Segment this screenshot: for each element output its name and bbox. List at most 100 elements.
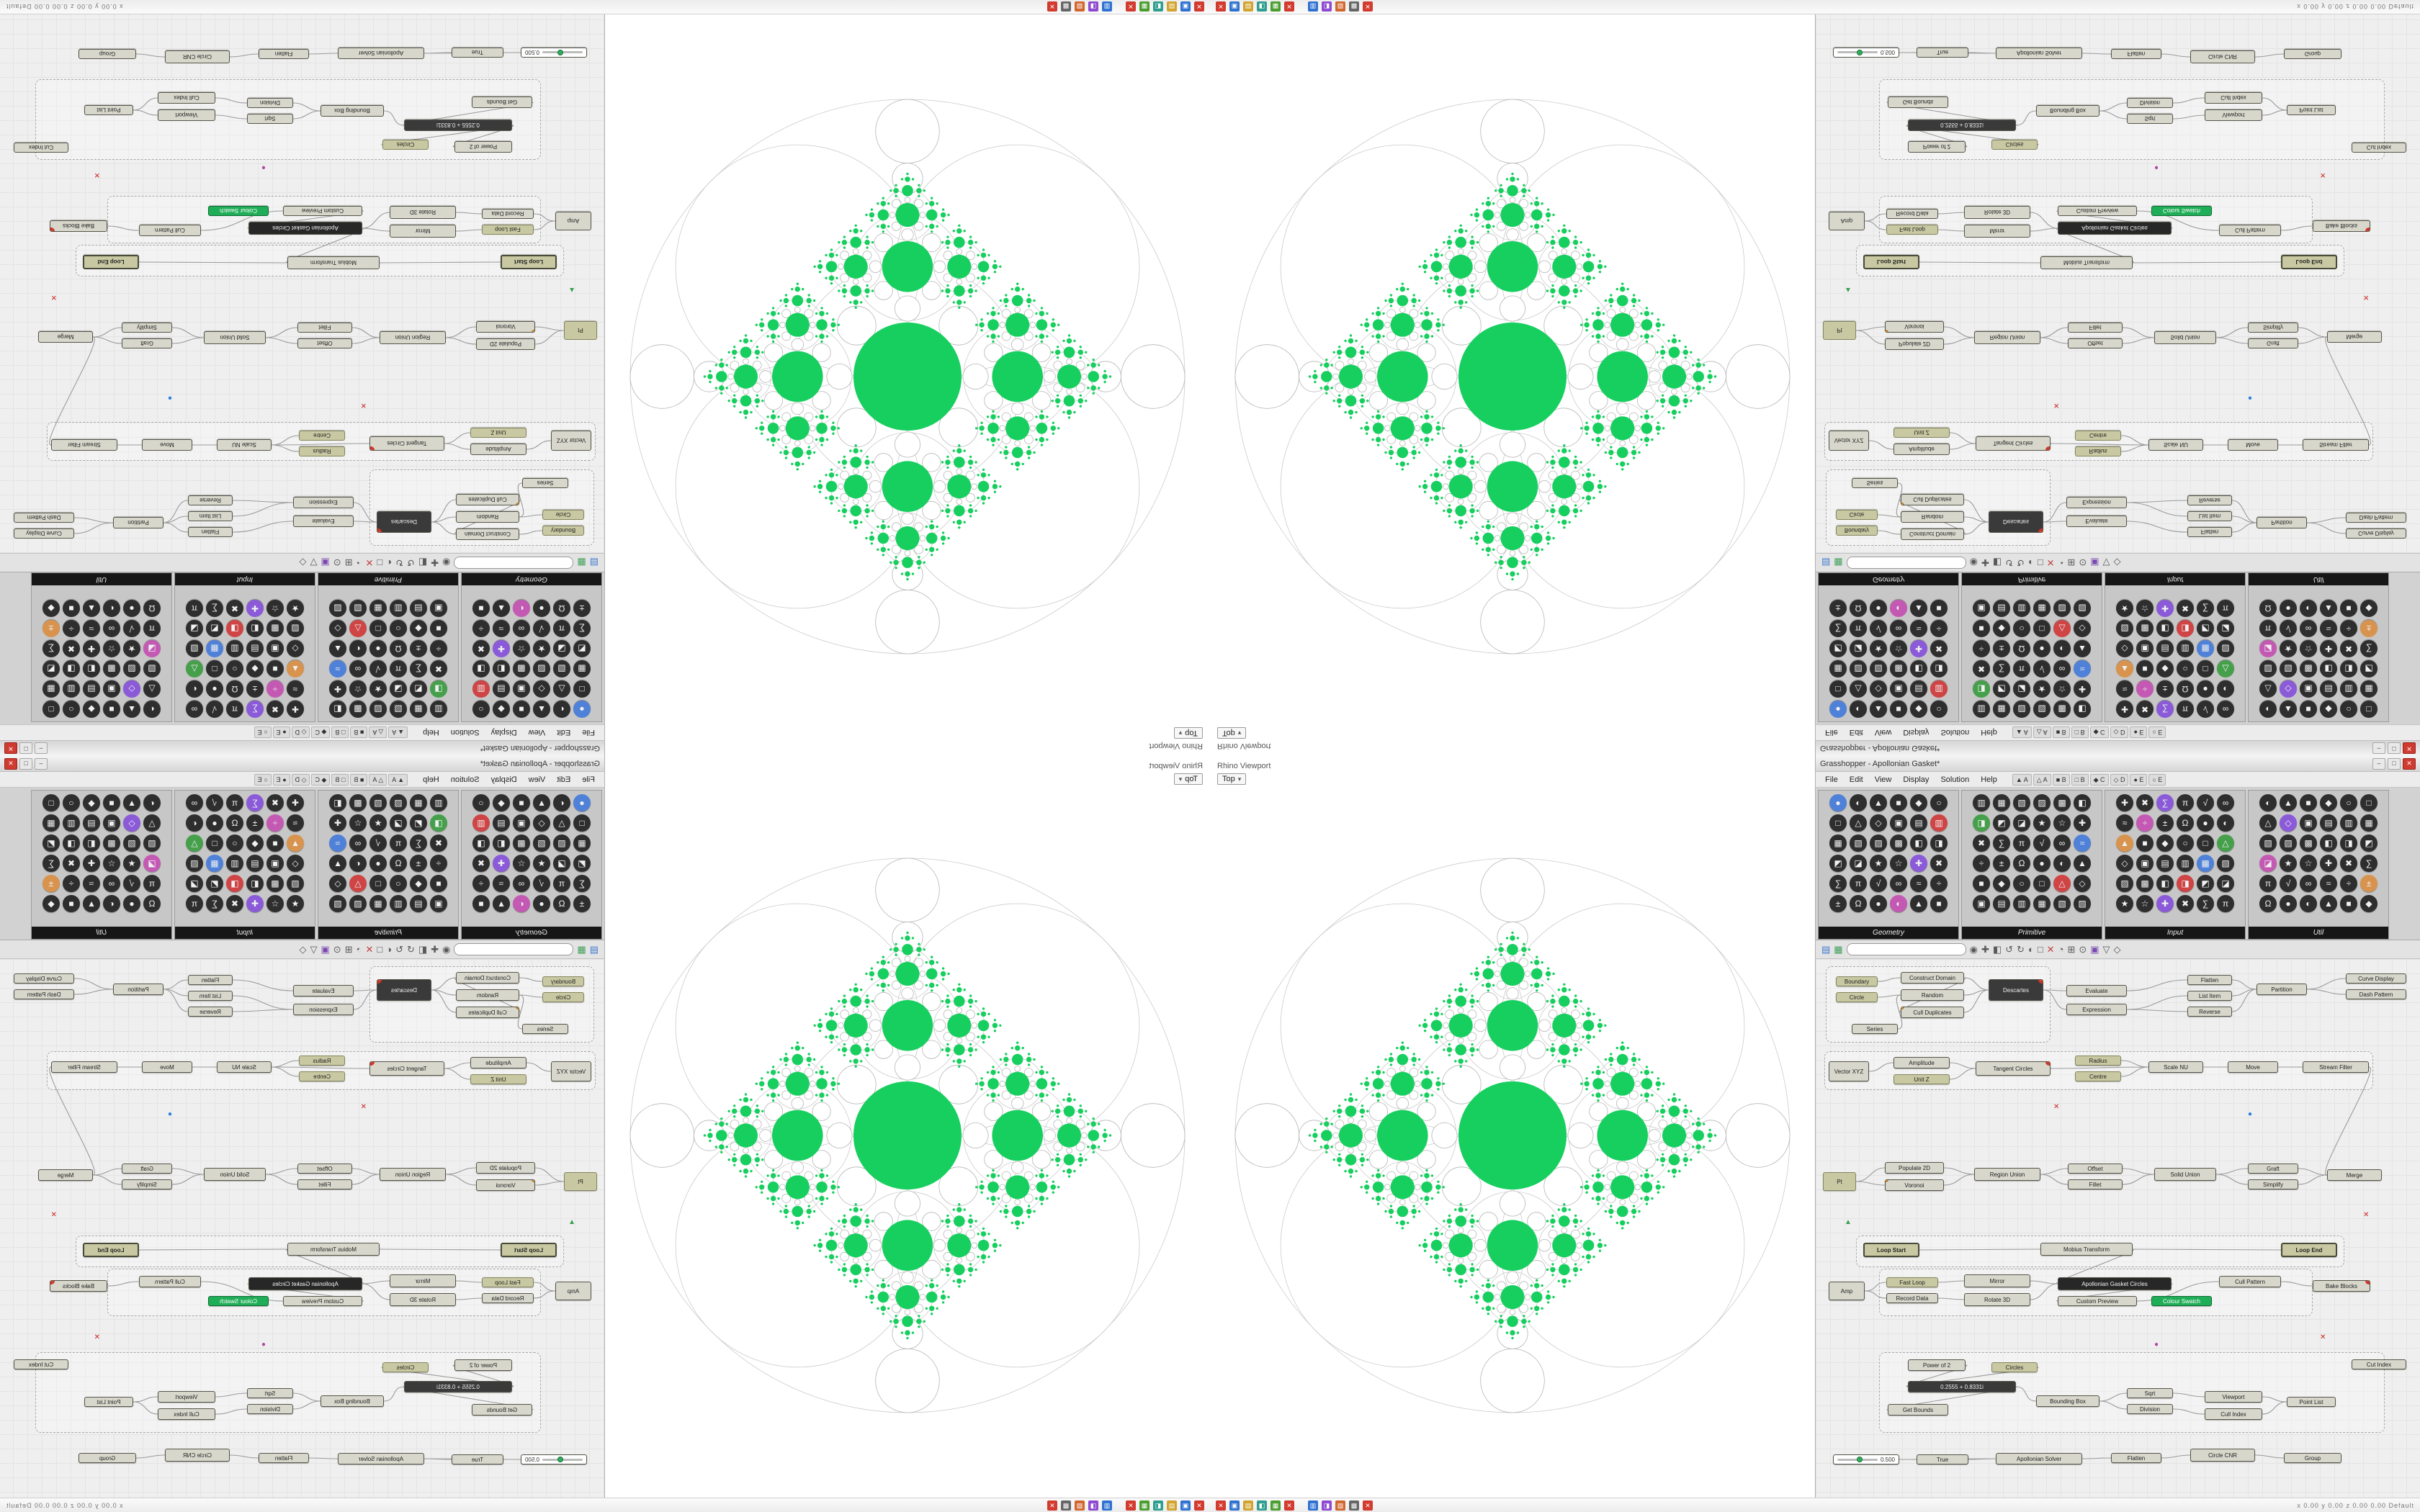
component-icon[interactable]: ○	[2177, 660, 2194, 678]
component-icon[interactable]: ▤	[83, 814, 100, 832]
toolbar-icon[interactable]: ✚	[1981, 943, 1989, 955]
gh-node-unit-z[interactable]: Unit Z	[1894, 428, 1950, 438]
component-icon[interactable]: ▩	[2136, 620, 2154, 637]
toolbar-icon[interactable]: ↻	[2017, 943, 2025, 955]
component-icon[interactable]: ●	[2280, 600, 2297, 617]
gh-node-random[interactable]: Random	[456, 511, 519, 523]
component-icon[interactable]: Ω	[2259, 600, 2277, 617]
gh-node-sqrt[interactable]: Sqrt	[2127, 114, 2173, 124]
gh-node-voronoi[interactable]: Voronoi	[476, 1179, 535, 1191]
gh-node-series[interactable]: Series	[522, 478, 568, 488]
gh-node-power-of-2[interactable]: Power of 2	[454, 1359, 512, 1371]
gh-node-mirror[interactable]: Mirror	[1964, 1274, 2030, 1287]
component-icon[interactable]: Ω	[1850, 600, 1867, 617]
taskbar-app-icon[interactable]: ◧	[1153, 1500, 1163, 1511]
gh-node-graft[interactable]: Graft	[2248, 1164, 2298, 1174]
gh-node-descartes[interactable]: Descartes✕	[377, 511, 431, 533]
toolbar-icon[interactable]: ✕	[2046, 557, 2055, 569]
component-icon[interactable]: Ω	[1850, 895, 1867, 912]
menu-item-display[interactable]: Display	[490, 728, 517, 737]
component-icon[interactable]: ÷	[1930, 620, 1948, 637]
component-icon[interactable]: ◨	[226, 620, 243, 637]
component-icon[interactable]: ▣	[1890, 680, 1907, 698]
toolbar-icon[interactable]: ◧	[1992, 557, 2002, 569]
gh-node-expression[interactable]: Expression	[293, 497, 354, 508]
component-icon[interactable]: ▲	[493, 895, 510, 912]
component-icon[interactable]: ▦	[42, 814, 60, 832]
component-icon[interactable]: □	[369, 875, 387, 892]
component-icon[interactable]: ✖	[226, 895, 243, 912]
component-icon[interactable]: ±	[246, 814, 264, 832]
component-icon[interactable]: π	[2013, 660, 2030, 678]
gh-canvas[interactable]: Boundary Circle Construct Domain Random Cull…	[0, 959, 604, 1498]
gh-node-sqrt[interactable]: Sqrt	[247, 1388, 293, 1398]
component-icon[interactable]: π	[226, 794, 243, 811]
category-tab-b[interactable]: ■ B	[2052, 773, 2070, 786]
gh-node-random[interactable]: Random	[456, 989, 519, 1001]
gh-node-mobius-transform[interactable]: Mobius Transform	[287, 256, 380, 269]
component-icon[interactable]: ▲	[2074, 640, 2091, 657]
category-tab-d[interactable]: ◇ D	[2110, 726, 2129, 739]
component-icon[interactable]: ▤	[493, 680, 510, 698]
toolbar-icon[interactable]: ✕	[365, 557, 374, 569]
component-icon[interactable]: ▧	[2013, 794, 2030, 811]
component-icon[interactable]: ◨	[63, 660, 80, 678]
gh-node-rotate-3d[interactable]: Rotate 3D	[390, 1293, 456, 1306]
close-button[interactable]: ✕	[4, 742, 17, 755]
component-icon[interactable]: ▥	[2177, 640, 2194, 657]
gh-node-true[interactable]: True	[452, 48, 503, 58]
slider-knob[interactable]	[557, 50, 564, 56]
gh-node-descartes[interactable]: Descartes✕	[1989, 511, 2043, 533]
viewport-view-tab[interactable]: Top ▾	[1217, 727, 1247, 739]
component-icon[interactable]: ÷	[472, 620, 490, 637]
gh-node-custom-preview[interactable]: Custom Preview	[2058, 1296, 2137, 1306]
component-icon[interactable]: ±	[246, 680, 264, 698]
taskbar-app-icon[interactable]: ▩	[1061, 1, 1071, 12]
component-icon[interactable]: ▤	[1993, 895, 2010, 912]
toolbar-icon[interactable]: ✚	[1981, 557, 1989, 569]
gh-node-fillet[interactable]: Fillet	[297, 1179, 352, 1189]
component-icon[interactable]: ▧	[2053, 600, 2071, 617]
palette-group-label[interactable]: Util	[32, 573, 171, 585]
component-icon[interactable]: ✚	[2320, 855, 2337, 872]
component-icon[interactable]: ▧	[2217, 640, 2234, 657]
gh-node-circles[interactable]: Circles	[1991, 1362, 2038, 1372]
toolbar-icon[interactable]: ⊞	[2067, 557, 2076, 569]
gh-node-bake-blocks[interactable]: Bake Blocks✕	[2313, 1280, 2370, 1292]
component-icon[interactable]: ∑	[2197, 600, 2214, 617]
gh-node-true[interactable]: True	[452, 1454, 503, 1464]
canvas-search-input[interactable]	[454, 557, 574, 569]
component-icon[interactable]: □	[2360, 794, 2378, 811]
taskbar-app-icon[interactable]: ✕	[1216, 1500, 1226, 1511]
component-icon[interactable]: ★	[2116, 600, 2133, 617]
taskbar-app-icon[interactable]: ▦	[1270, 1, 1281, 12]
toolbar-icon[interactable]: ▤	[589, 943, 599, 955]
component-icon[interactable]: ◆	[1910, 794, 1927, 811]
component-icon[interactable]: √	[2280, 875, 2297, 892]
gh-node-partition[interactable]: Partition	[113, 984, 163, 995]
component-icon[interactable]: □	[369, 620, 387, 637]
component-icon[interactable]: ✚	[2156, 600, 2174, 617]
component-icon[interactable]: ✖	[472, 855, 490, 872]
component-icon[interactable]: ◩	[410, 814, 427, 832]
component-icon[interactable]: π	[2217, 600, 2234, 617]
component-icon[interactable]: ●	[1829, 701, 1847, 718]
gh-node-simplify[interactable]: Simplify	[122, 1179, 172, 1189]
gh-node-cull-index[interactable]: Cull Index	[158, 1408, 215, 1420]
component-icon[interactable]: □	[573, 680, 591, 698]
component-icon[interactable]: ◐	[2300, 895, 2317, 912]
gh-node-pt[interactable]: Pt	[564, 1172, 597, 1191]
menu-item-edit[interactable]: Edit	[1849, 775, 1863, 784]
component-icon[interactable]: ▥	[2013, 895, 2030, 912]
component-icon[interactable]: ◨	[1930, 834, 1948, 852]
component-icon[interactable]: ▥	[390, 895, 407, 912]
component-icon[interactable]: ◧	[329, 701, 346, 718]
gh-node-stream-filter[interactable]: Stream Filter	[2303, 439, 2369, 451]
taskbar-app-icon[interactable]: ▩	[1061, 1500, 1071, 1511]
component-icon[interactable]: ◆	[83, 794, 100, 811]
component-icon[interactable]: ∞	[186, 701, 203, 718]
toolbar-icon[interactable]: ▦	[577, 557, 586, 569]
gh-node-scale-nu[interactable]: Scale NU	[2148, 1061, 2203, 1073]
component-icon[interactable]: ▤	[2156, 855, 2174, 872]
gh-node-power-of-2[interactable]: Power of 2	[1908, 1359, 1966, 1371]
